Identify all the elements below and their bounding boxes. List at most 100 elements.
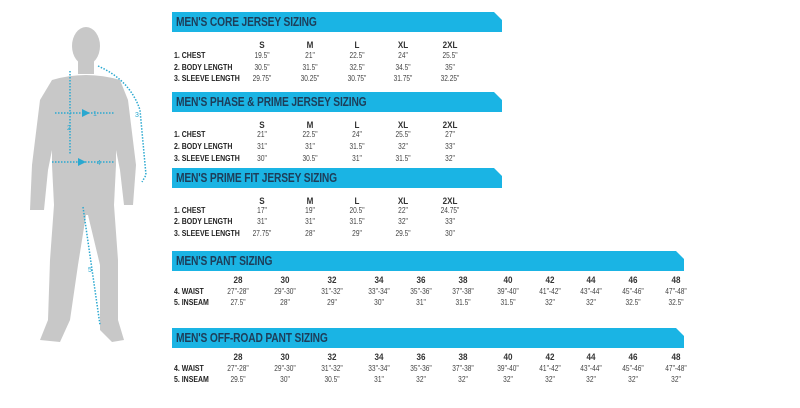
size-value-cell: 22" [398, 206, 408, 215]
size-value-cell: 19.5" [254, 51, 270, 60]
size-header: L [354, 196, 360, 207]
size-value-cell: 27"-28" [227, 287, 249, 296]
size-value-cell: 39"-40" [497, 364, 519, 373]
size-header: 48 [671, 352, 681, 363]
row-label: 4. WAIST [174, 363, 204, 373]
size-header: M [306, 196, 314, 207]
size-value-cell: 29"-30" [274, 364, 296, 373]
size-header: M [306, 40, 314, 51]
size-header: 2XL [442, 196, 458, 207]
size-value-cell: 27"-28" [227, 364, 249, 373]
size-value-cell: 29"-30" [274, 287, 296, 296]
size-value-cell: 17" [257, 206, 267, 215]
size-value-cell: 29.75" [252, 74, 272, 83]
size-header: 34 [374, 352, 384, 363]
size-value-cell: 25.5" [395, 130, 411, 139]
size-value-cell: 31" [257, 217, 267, 226]
row-label: 5. INSEAM [174, 374, 209, 384]
body-measurement-figure: 1 2 3 4 5 [0, 0, 170, 400]
size-header: 28 [233, 352, 243, 363]
size-value-cell: 47"-48" [665, 287, 687, 296]
size-value-cell: 41"-42" [539, 364, 561, 373]
size-value-cell: 33" [445, 217, 455, 226]
size-value-cell: 32" [545, 298, 555, 307]
size-value-cell: 45"-46" [622, 364, 644, 373]
section-header-bar: MEN'S PRIME FIT JERSEY SIZING [172, 168, 502, 188]
size-value-cell: 27.5" [230, 298, 246, 307]
size-value-cell: 43"-44" [580, 364, 602, 373]
section-header-bar: MEN'S PHASE & PRIME JERSEY SIZING [172, 92, 502, 112]
size-value-cell: 24" [398, 51, 408, 60]
size-value-cell: 32" [416, 375, 426, 384]
measure-label-4: 4 [97, 160, 101, 167]
measure-label-5: 5 [88, 267, 92, 274]
size-value-cell: 30" [374, 298, 384, 307]
size-header: 30 [280, 275, 290, 286]
size-value-cell: 29" [327, 298, 337, 307]
size-value-cell: 32.25" [440, 74, 460, 83]
size-value-cell: 22.5" [349, 51, 365, 60]
size-value-cell: 29" [352, 229, 362, 238]
measure-label-3: 3 [135, 112, 139, 119]
size-header: 28 [233, 275, 243, 286]
size-value-cell: 30.5" [302, 154, 318, 163]
size-value-cell: 37"-38" [452, 287, 474, 296]
size-header: 44 [586, 352, 596, 363]
size-header: M [306, 120, 314, 131]
size-value-cell: 31"-32" [321, 364, 343, 373]
row-label: 3. SLEEVE LENGTH [174, 153, 240, 163]
size-value-cell: 39"-40" [497, 287, 519, 296]
size-value-cell: 43"-44" [580, 287, 602, 296]
size-header: 42 [545, 352, 555, 363]
size-value-cell: 31.5" [395, 154, 411, 163]
size-value-cell: 32.5" [668, 298, 684, 307]
size-value-cell: 31.5" [302, 63, 318, 72]
size-header: 48 [671, 275, 681, 286]
size-value-cell: 31"-32" [321, 287, 343, 296]
row-label: 4. WAIST [174, 286, 204, 296]
size-header: 36 [416, 352, 426, 363]
pant-sizing-table: MEN'S PANT SIZING 28 30 32 34 36 38 40 42 44 46 48 4… [172, 251, 687, 331]
size-value-cell: 32" [398, 217, 408, 226]
size-value-cell: 35"-36" [410, 287, 432, 296]
off-road-pant-sizing-table: MEN'S OFF-ROAD PANT SIZING 28 30 32 34 36 38 40… [172, 328, 687, 408]
size-header: 32 [327, 275, 337, 286]
size-header: 40 [503, 275, 513, 286]
size-header: XL [397, 120, 409, 131]
size-value-cell: 21" [257, 130, 267, 139]
section-header-bar: MEN'S OFF-ROAD PANT SIZING [172, 328, 684, 348]
size-value-cell: 30" [280, 375, 290, 384]
size-value-cell: 31" [257, 142, 267, 151]
size-value-cell: 24" [352, 130, 362, 139]
core-jersey-sizing-table: MEN'S CORE JERSEY SIZING S M L XL 2XL 1. CHEST… [172, 12, 502, 92]
size-value-cell: 35" [445, 63, 455, 72]
size-value-cell: 35"-36" [410, 364, 432, 373]
section-title: MEN'S OFF-ROAD PANT SIZING [176, 331, 328, 345]
size-header: 40 [503, 352, 513, 363]
size-value-cell: 25.5" [442, 51, 458, 60]
size-value-cell: 32" [545, 375, 555, 384]
size-value-cell: 32" [586, 375, 596, 384]
size-value-cell: 27" [445, 130, 455, 139]
size-header: S [259, 196, 265, 207]
size-value-cell: 31.5" [455, 298, 471, 307]
size-header: 2XL [442, 120, 458, 131]
size-value-cell: 31" [352, 154, 362, 163]
size-value-cell: 32" [445, 154, 455, 163]
row-label: 2. BODY LENGTH [174, 141, 233, 151]
section-title: MEN'S PHASE & PRIME JERSEY SIZING [176, 95, 367, 109]
size-value-cell: 30.75" [347, 74, 367, 83]
size-value-cell: 33"-34" [368, 287, 390, 296]
size-value-cell: 30.5" [254, 63, 270, 72]
size-value-cell: 32" [503, 375, 513, 384]
size-header: L [354, 40, 360, 51]
size-header: 46 [628, 275, 638, 286]
size-header: 38 [458, 275, 468, 286]
size-value-cell: 32" [586, 298, 596, 307]
size-header: XL [397, 40, 409, 51]
section-title: MEN'S PRIME FIT JERSEY SIZING [176, 171, 337, 185]
size-value-cell: 30.5" [324, 375, 340, 384]
section-title: MEN'S CORE JERSEY SIZING [176, 15, 317, 29]
size-value-cell: 32" [398, 142, 408, 151]
measure-label-2: 2 [67, 125, 71, 132]
